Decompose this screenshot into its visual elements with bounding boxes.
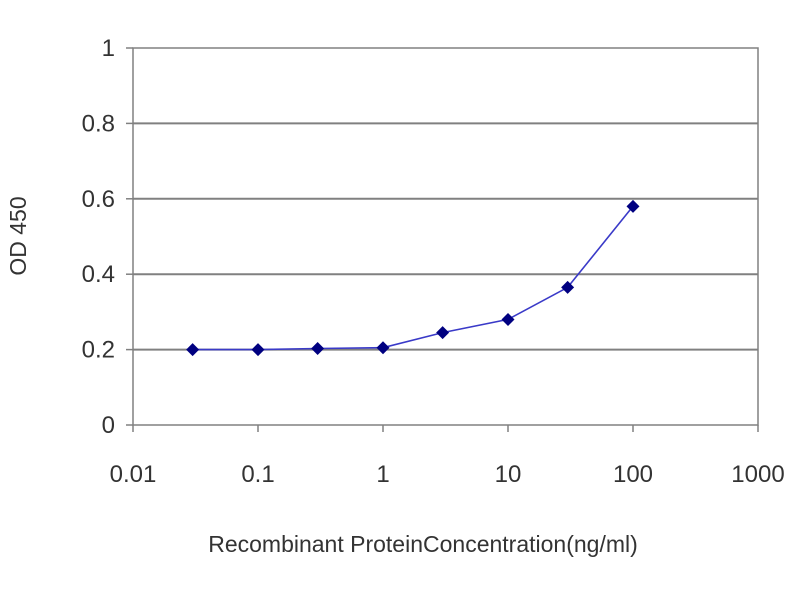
y-tick-label: 1 [102,35,115,62]
data-point [561,280,575,294]
x-tick-label: 0.01 [110,461,157,488]
y-tick-label: 0.6 [82,186,115,213]
data-point [186,343,200,357]
data-point [626,199,640,213]
data-point [376,341,390,355]
y-tick-label: 0.4 [82,261,115,288]
series-group [186,199,640,357]
x-tick-label: 100 [613,461,653,488]
y-tick-label: 0.2 [82,337,115,364]
data-point [251,343,265,357]
x-axis-title: Recombinant ProteinConcentration(ng/ml) [208,531,638,557]
y-tick-labels: 0 0.2 0.4 0.6 0.8 1 [82,35,115,439]
plot-area [132,47,759,426]
y-axis-title: OD 450 [5,196,31,275]
x-tick-label: 1000 [731,461,784,488]
data-point [436,326,450,340]
x-tick-label: 0.1 [241,461,274,488]
x-tick-label: 1 [376,461,389,488]
data-point [501,312,515,326]
y-tick-label: 0.8 [82,110,115,137]
x-tick-label: 10 [495,461,522,488]
y-tick-label: 0 [102,412,115,439]
data-point [311,341,325,355]
series-line [192,205,634,351]
x-tick-labels: 0.01 0.1 1 10 100 1000 [110,461,785,488]
